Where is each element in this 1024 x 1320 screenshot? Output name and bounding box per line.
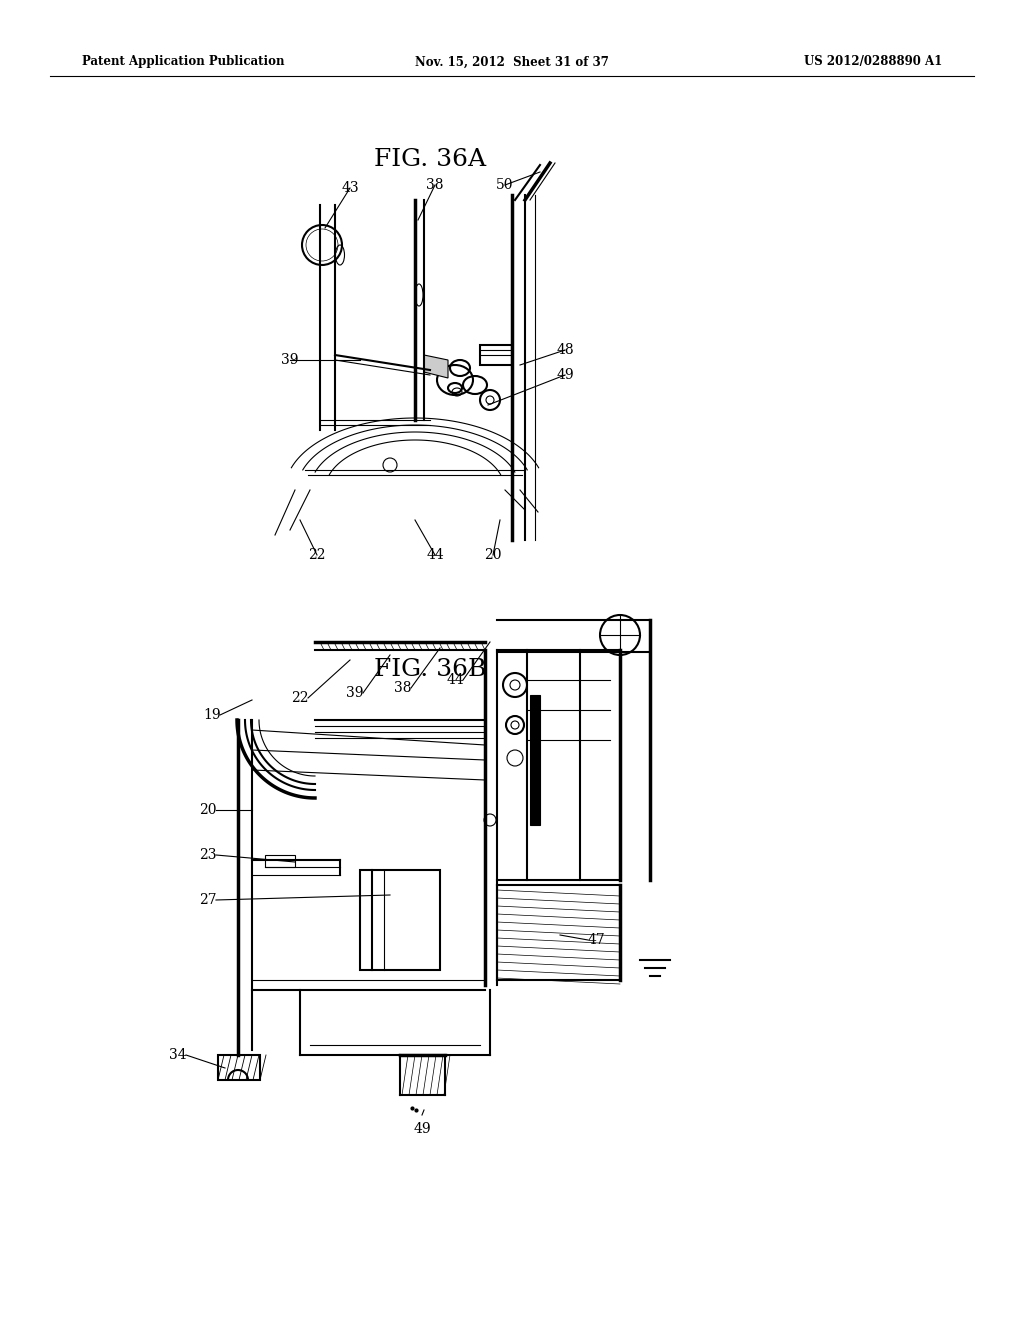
Bar	[265, 855, 295, 867]
Text: 20: 20	[484, 548, 502, 562]
Text: 39: 39	[346, 686, 364, 700]
Text: FIG. 36B: FIG. 36B	[374, 657, 486, 681]
Text: 47: 47	[587, 933, 605, 946]
Text: 44: 44	[426, 548, 443, 562]
Polygon shape	[424, 355, 449, 378]
Text: 27: 27	[200, 894, 217, 907]
Bar	[530, 696, 540, 825]
Text: 20: 20	[200, 803, 217, 817]
Text: 38: 38	[394, 681, 412, 696]
Text: 19: 19	[203, 708, 221, 722]
Text: 48: 48	[556, 343, 573, 356]
Text: 49: 49	[556, 368, 573, 381]
Text: 22: 22	[308, 548, 326, 562]
Text: 23: 23	[200, 847, 217, 862]
Text: 39: 39	[282, 352, 299, 367]
Text: FIG. 36A: FIG. 36A	[374, 148, 486, 172]
Text: 44: 44	[446, 673, 464, 686]
Text: 38: 38	[426, 178, 443, 191]
Text: 22: 22	[291, 690, 309, 705]
Bar	[360, 870, 440, 970]
Text: Nov. 15, 2012  Sheet 31 of 37: Nov. 15, 2012 Sheet 31 of 37	[415, 55, 609, 69]
Text: 49: 49	[414, 1122, 431, 1137]
Text: US 2012/0288890 A1: US 2012/0288890 A1	[804, 55, 942, 69]
Text: 43: 43	[341, 181, 358, 195]
Text: 50: 50	[497, 178, 514, 191]
Text: 34: 34	[169, 1048, 186, 1063]
Text: Patent Application Publication: Patent Application Publication	[82, 55, 285, 69]
